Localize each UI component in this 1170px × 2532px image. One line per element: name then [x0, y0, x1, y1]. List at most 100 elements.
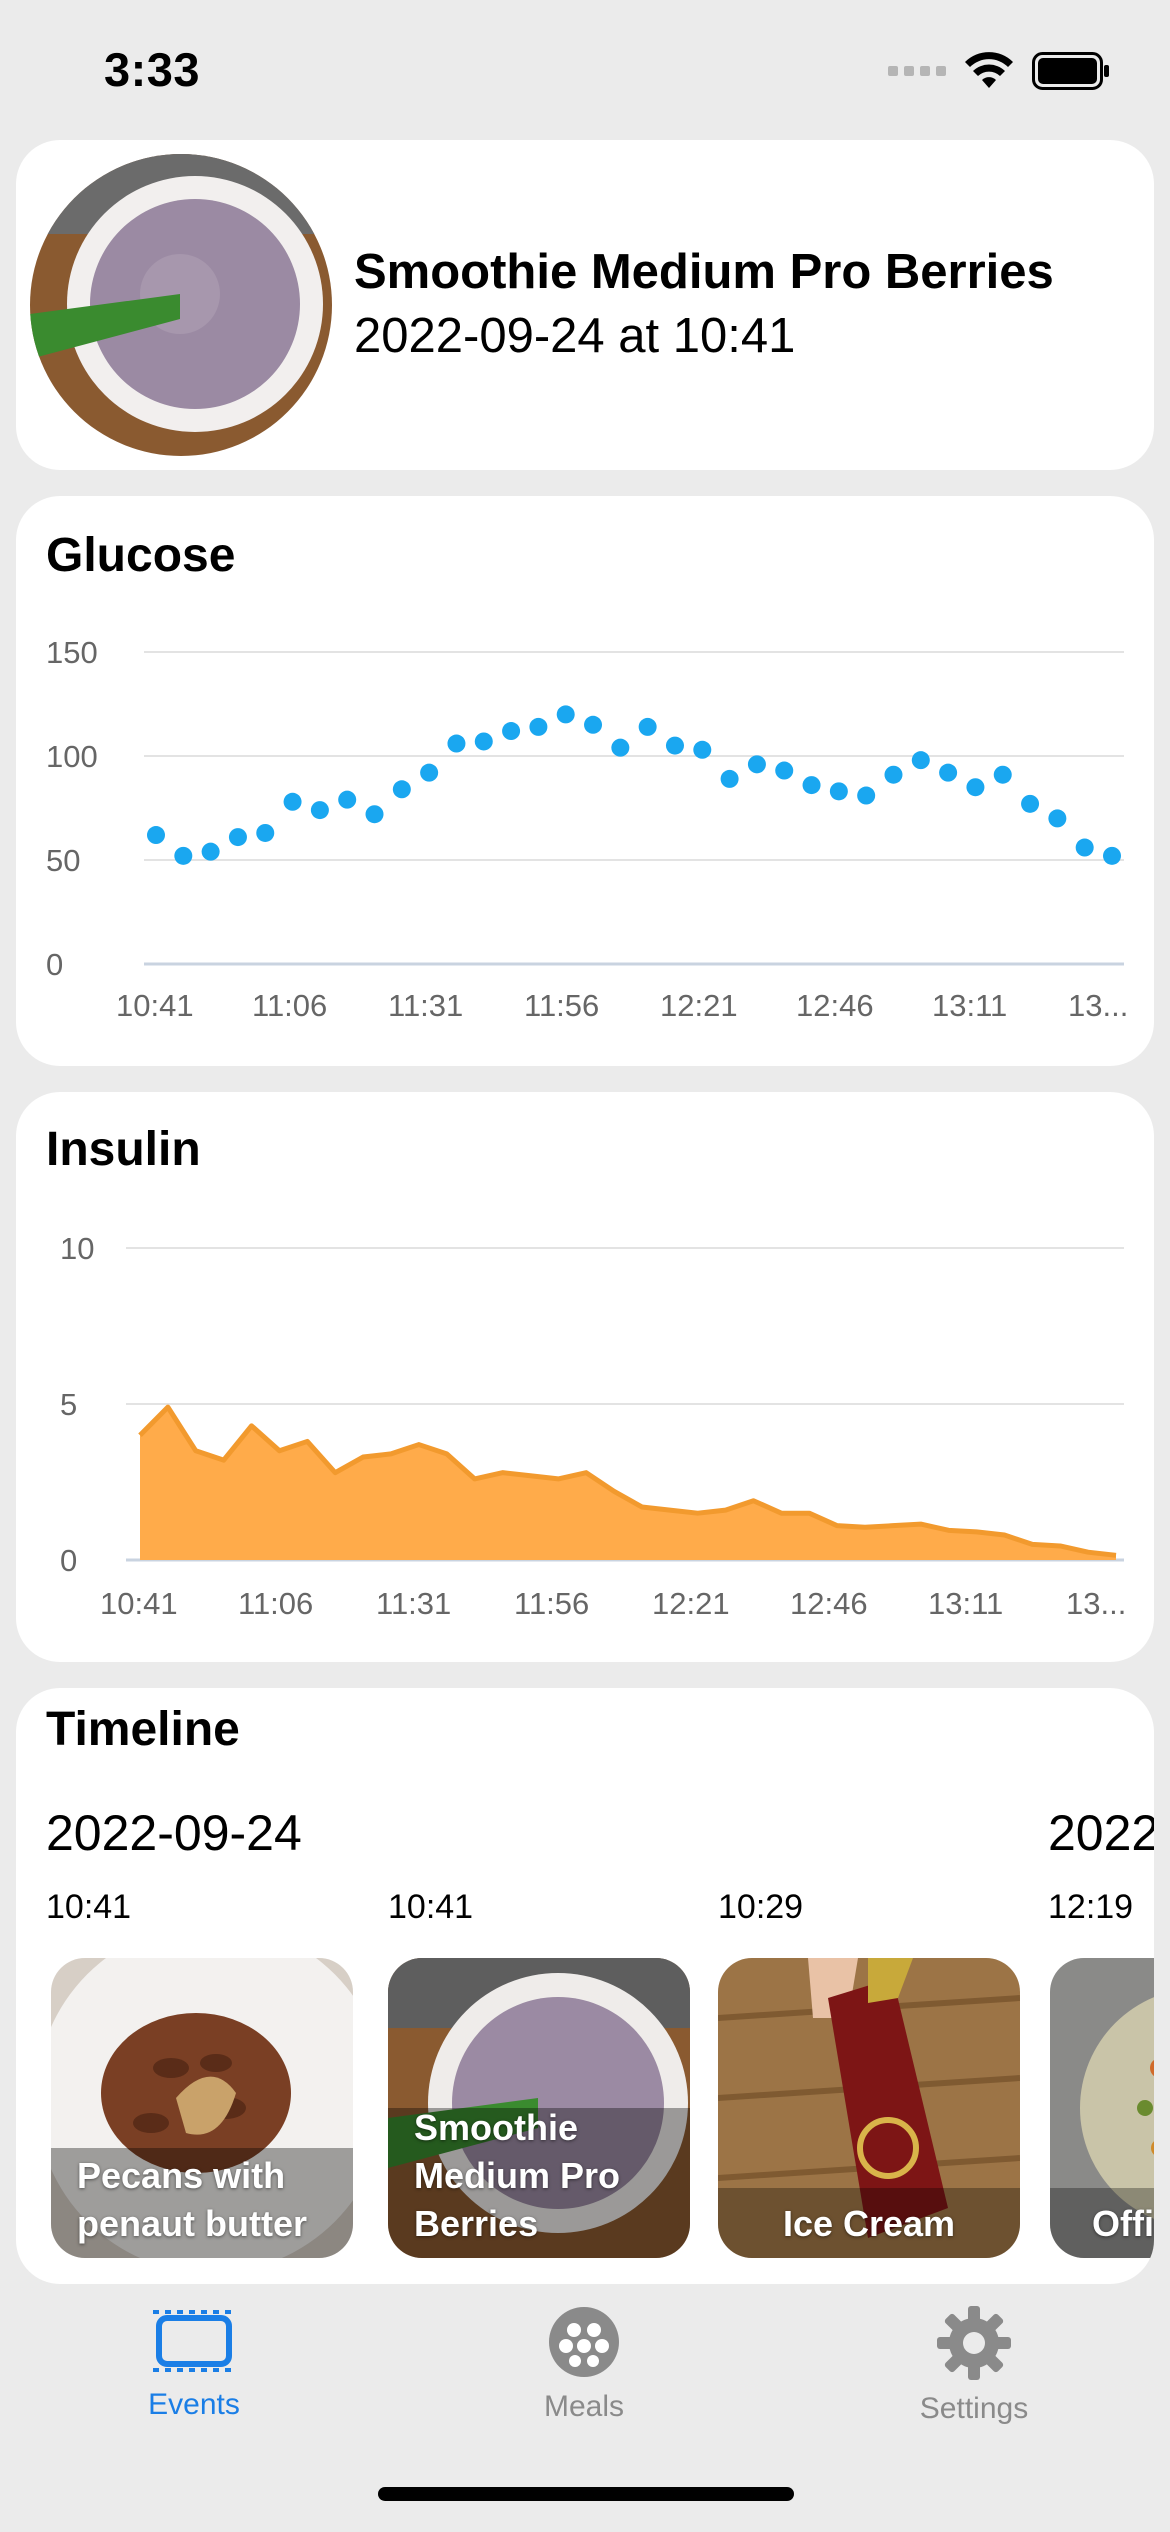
timeline-item-label: Pecans with penaut butter	[77, 2155, 307, 2244]
glucose-x-tick-label: 12:46	[796, 988, 874, 1023]
meal-photo-smoothie	[388, 1958, 690, 2258]
timeline-item-label: Ice Cream	[782, 2203, 956, 2244]
glucose-point	[502, 722, 521, 741]
glucose-x-tick-label: 11:56	[524, 988, 599, 1023]
timeline-time: 10:41	[388, 1888, 474, 1926]
glucose-point	[228, 828, 247, 847]
glucose-point	[447, 734, 466, 753]
glucose-point	[747, 755, 766, 774]
meal-datetime: 2022-09-24 at 10:41	[354, 309, 796, 363]
insulin-card: Insulin 0 5 10 10:41 11:06 11:31 11:56 12:21 12:…	[16, 1092, 1154, 1662]
glucose-y-tick-label: 50	[46, 843, 80, 878]
glucose-point	[638, 717, 657, 736]
glucose-point	[1103, 846, 1121, 865]
glucose-title: Glucose	[46, 529, 236, 582]
timeline-time: 10:29	[718, 1888, 804, 1926]
insulin-x-tick-label: 11:06	[238, 1586, 313, 1621]
timeline-time: 12:19	[1048, 1888, 1134, 1926]
glucose-point	[310, 801, 329, 820]
glucose-point	[174, 846, 193, 865]
timeline-item-pecans[interactable]: Pecans with penaut butter	[51, 1958, 353, 2258]
glucose-point	[911, 751, 930, 770]
glucose-point	[884, 765, 903, 784]
glucose-point	[829, 782, 848, 801]
glucose-point	[365, 805, 384, 824]
glucose-x-tick-label: 13...	[1068, 988, 1128, 1023]
tab-label: Settings	[919, 2392, 1029, 2425]
glucose-point	[1048, 809, 1067, 828]
wifi-icon	[965, 52, 1013, 88]
insulin-y-tick-label: 5	[60, 1387, 77, 1422]
glucose-y-tick-label: 150	[46, 635, 98, 670]
insulin-x-tick-label: 13...	[1066, 1586, 1126, 1621]
timeline-item-label: Offi	[1092, 2203, 1154, 2244]
meal-photo-office	[1050, 1958, 1154, 2258]
status-time: 3:33	[104, 43, 201, 96]
glucose-point	[584, 715, 603, 734]
insulin-y-tick-label: 10	[60, 1231, 94, 1266]
home-indicator[interactable]	[378, 2487, 794, 2501]
glucose-point	[474, 732, 493, 751]
glucose-x-tick-label: 13:11	[932, 988, 1007, 1023]
meal-name: Smoothie Medium Pro Berries	[354, 245, 1054, 299]
glucose-x-tick-label: 11:06	[252, 988, 327, 1023]
tab-meals[interactable]: Meals	[434, 2306, 734, 2466]
glucose-x-tick-label: 10:41	[116, 988, 194, 1023]
timeline-item-ice-cream[interactable]: Ice Cream	[718, 1958, 1020, 2258]
insulin-line	[138, 1404, 1117, 1558]
insulin-x-tick-label: 12:21	[652, 1586, 730, 1621]
glucose-x-tick-label: 11:31	[388, 988, 463, 1023]
glucose-point	[147, 826, 165, 845]
meal-header-card[interactable]: Smoothie Medium Pro Berries 2022-09-24 a…	[16, 140, 1154, 470]
status-bar: 3:33	[0, 0, 1170, 140]
tab-label: Meals	[543, 2390, 625, 2423]
insulin-y-tick-label: 0	[60, 1543, 77, 1578]
insulin-x-tick-label: 13:11	[928, 1586, 1003, 1621]
glucose-point	[802, 776, 821, 795]
glucose-point	[720, 769, 739, 788]
glucose-x-tick-label: 12:21	[660, 988, 738, 1023]
glucose-y-tick-label: 100	[46, 739, 98, 774]
tab-label: Events	[148, 2388, 240, 2421]
glucose-point	[966, 778, 985, 797]
insulin-x-tick-label: 11:31	[376, 1586, 451, 1621]
glucose-point	[1021, 794, 1040, 813]
glucose-point	[338, 790, 357, 809]
battery-icon	[1032, 52, 1109, 90]
glucose-point	[775, 761, 794, 780]
glucose-point	[693, 740, 712, 759]
timeline-card: Timeline 2022-09-24 2022 10:41 10:41 10:…	[16, 1688, 1154, 2284]
status-icons	[888, 52, 1110, 90]
events-icon	[153, 2310, 232, 2372]
timeline-item-label: Smoothie Medium Pro Berries	[414, 2107, 621, 2244]
timeline-title: Timeline	[46, 1703, 240, 1756]
timeline-item-office[interactable]: Offi	[1050, 1958, 1154, 2258]
timeline-date: 2022-09-24	[46, 1805, 302, 1861]
glucose-y-tick-label: 0	[46, 947, 63, 982]
glucose-point	[283, 792, 302, 811]
tab-events[interactable]: Events	[44, 2306, 344, 2466]
timeline-item-smoothie[interactable]: Smoothie Medium Pro Berries	[388, 1958, 690, 2258]
glucose-point	[665, 736, 684, 755]
insulin-area	[140, 1407, 1116, 1560]
insulin-x-tick-label: 12:46	[790, 1586, 868, 1621]
glucose-point	[420, 763, 439, 782]
glucose-point	[529, 717, 548, 736]
timeline-time: 10:41	[46, 1888, 132, 1926]
glucose-point	[993, 765, 1012, 784]
meal-photo	[30, 154, 332, 456]
tab-settings[interactable]: Settings	[824, 2306, 1124, 2466]
meal-photo-ice-cream	[718, 1958, 1020, 2258]
insulin-title: Insulin	[46, 1123, 201, 1176]
gear-icon	[937, 2306, 1011, 2380]
meal-photo-pecans	[51, 1958, 353, 2258]
glucose-point	[611, 738, 630, 757]
glucose-point	[556, 705, 575, 724]
glucose-point	[1075, 838, 1094, 857]
timeline-date: 2022	[1048, 1805, 1154, 1861]
glucose-point	[392, 780, 411, 799]
glucose-card: Glucose 0 50 100 150 10:41 11:06 11:31 11:56 12:…	[16, 496, 1154, 1066]
glucose-point	[201, 842, 220, 861]
glucose-point	[857, 786, 876, 805]
meals-icon	[549, 2307, 619, 2377]
